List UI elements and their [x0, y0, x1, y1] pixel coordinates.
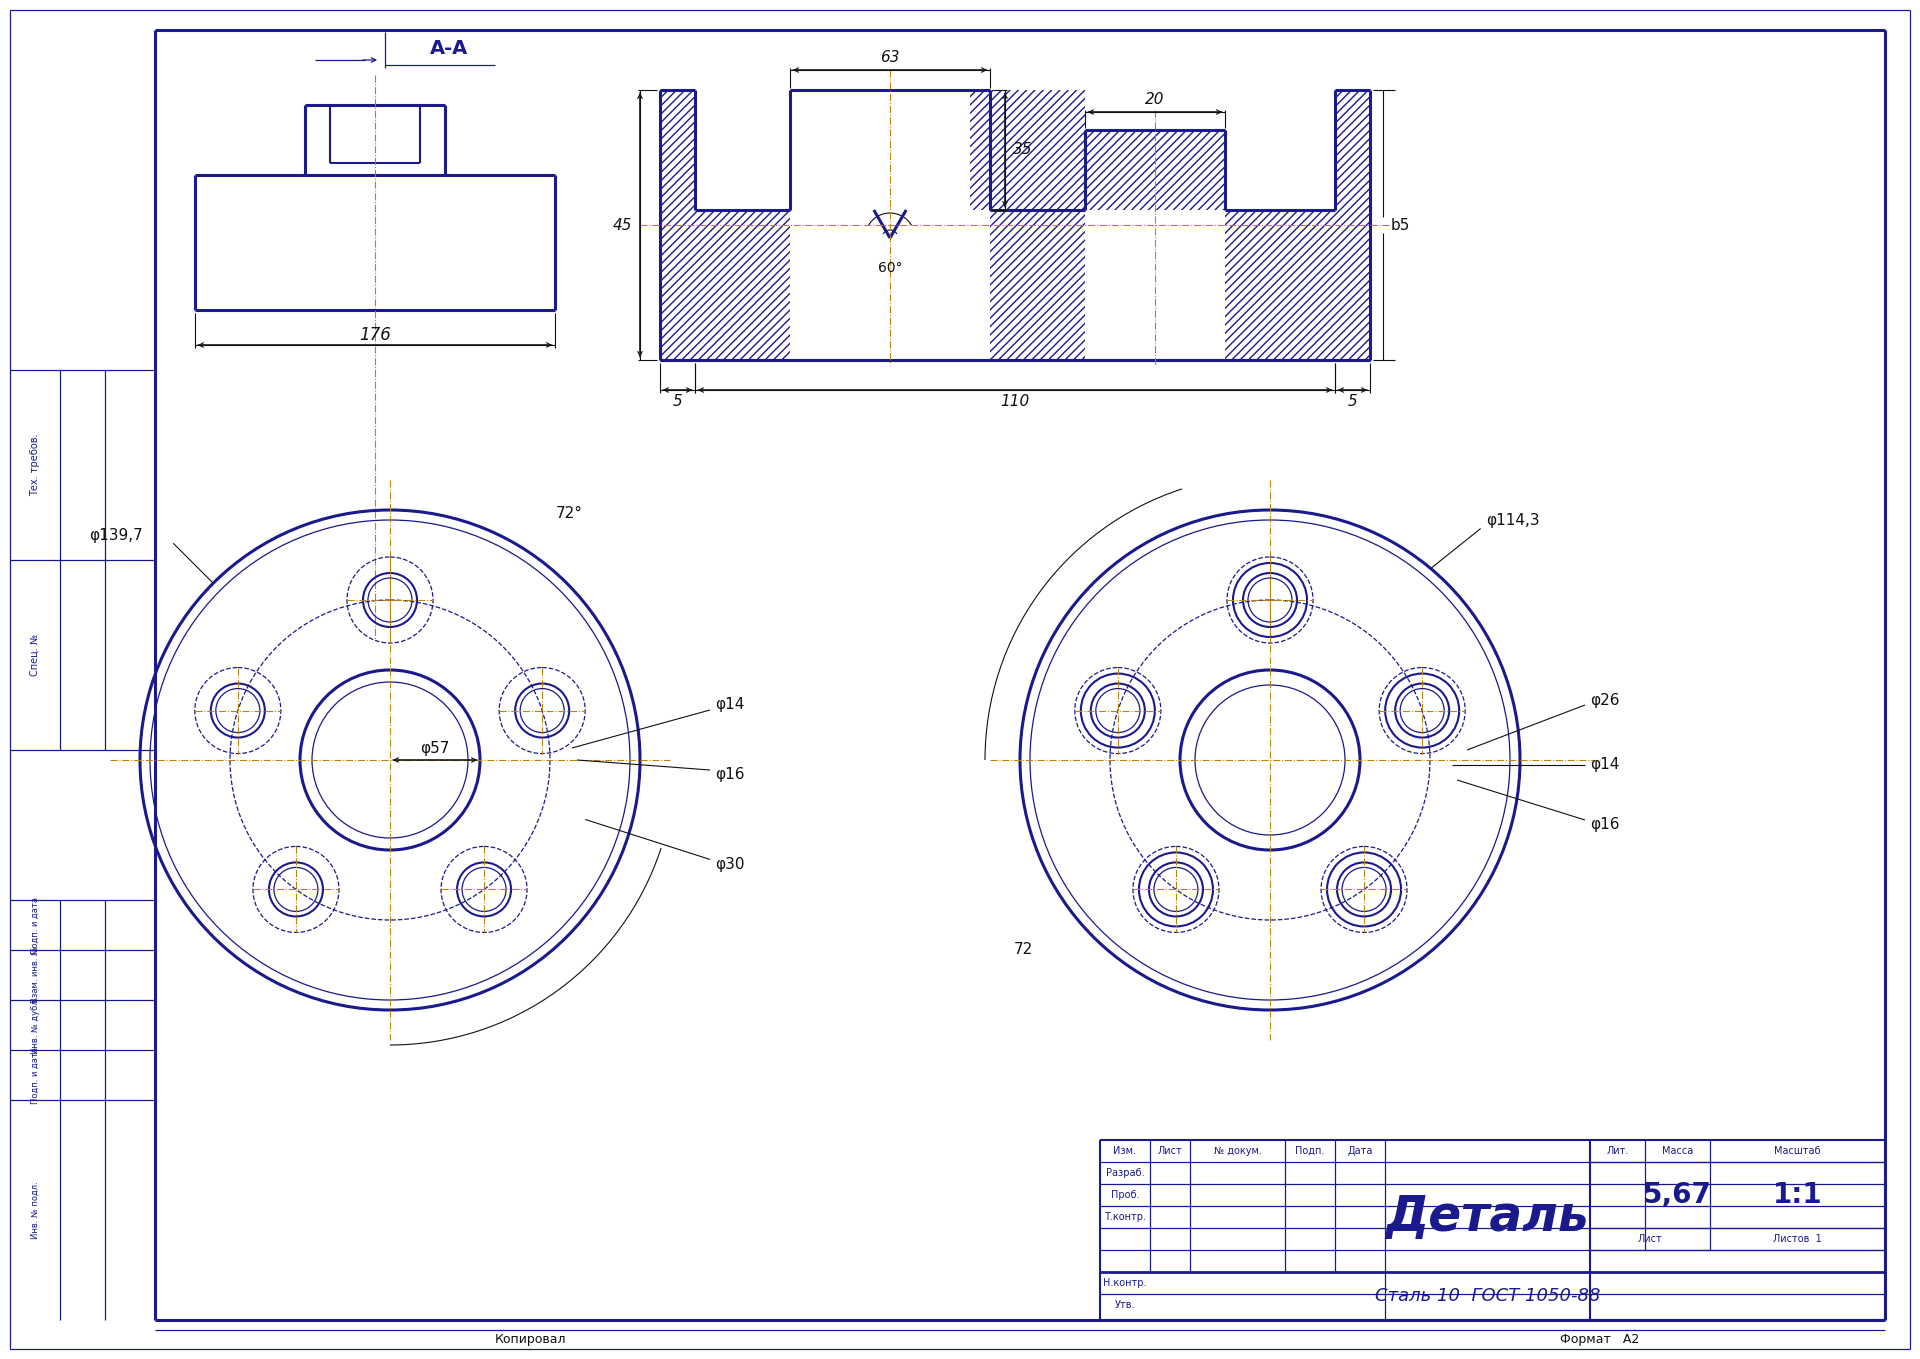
Text: 110: 110	[1000, 394, 1029, 409]
Text: Деталь: Деталь	[1386, 1193, 1590, 1241]
Text: Подп. и дата: Подп. и дата	[31, 1046, 40, 1104]
Text: Лит.: Лит.	[1607, 1146, 1628, 1157]
Bar	[970, 90, 991, 211]
Text: А-А: А-А	[430, 38, 468, 57]
Text: 20: 20	[1144, 92, 1165, 107]
Text: b5: b5	[1390, 217, 1409, 232]
Text: 35: 35	[1014, 143, 1033, 158]
Text: Инв. № дубл.: Инв. № дубл.	[31, 996, 40, 1053]
Text: Утв.: Утв.	[1116, 1301, 1135, 1310]
Text: Подп.: Подп.	[1296, 1146, 1325, 1157]
Text: φ57: φ57	[420, 741, 449, 756]
Text: φ16: φ16	[1590, 818, 1619, 833]
Bar	[1334, 90, 1371, 360]
Text: Тех. требов.: Тех. требов.	[31, 434, 40, 496]
Text: 5: 5	[672, 394, 682, 409]
Text: 63: 63	[879, 50, 900, 65]
Text: Изм.: Изм.	[1114, 1146, 1137, 1157]
Text: φ30: φ30	[714, 858, 745, 872]
Text: Спец. №: Спец. №	[31, 633, 40, 675]
Text: Проб.: Проб.	[1110, 1190, 1139, 1200]
Text: Лист: Лист	[1638, 1234, 1663, 1243]
Text: Лист: Лист	[1158, 1146, 1183, 1157]
Text: Листов  1: Листов 1	[1774, 1234, 1822, 1243]
Text: 176: 176	[359, 326, 392, 344]
Text: № докум.: № докум.	[1213, 1146, 1261, 1157]
Text: Разраб.: Разраб.	[1106, 1167, 1144, 1178]
Text: 60°: 60°	[877, 261, 902, 275]
Bar	[695, 211, 789, 360]
Text: Н.контр.: Н.контр.	[1104, 1277, 1146, 1288]
Text: φ16: φ16	[714, 768, 745, 783]
Bar	[991, 90, 1085, 211]
Text: Сталь 10  ГОСТ 1050-88: Сталь 10 ГОСТ 1050-88	[1375, 1287, 1599, 1305]
Bar	[1085, 130, 1225, 211]
Text: Дата: Дата	[1348, 1146, 1373, 1157]
Text: Взам. инв. №: Взам. инв. №	[31, 947, 40, 1003]
Bar	[660, 90, 695, 360]
Text: Масштаб: Масштаб	[1774, 1146, 1820, 1157]
Text: 1:1: 1:1	[1772, 1181, 1822, 1210]
Text: φ114,3: φ114,3	[1486, 512, 1540, 529]
Text: φ139,7: φ139,7	[90, 527, 144, 542]
Text: Инв. № подл.: Инв. № подл.	[31, 1181, 40, 1239]
Bar	[991, 211, 1085, 360]
Bar	[1225, 211, 1334, 360]
Text: 72°: 72°	[555, 506, 584, 520]
Text: 72: 72	[1014, 942, 1033, 957]
Text: 5: 5	[1348, 394, 1357, 409]
Text: Масса: Масса	[1663, 1146, 1693, 1157]
Text: Копировал: Копировал	[493, 1333, 566, 1347]
Text: φ14: φ14	[714, 697, 745, 712]
Text: Т.контр.: Т.контр.	[1104, 1212, 1146, 1222]
Text: φ14: φ14	[1590, 757, 1619, 772]
Text: 45: 45	[612, 217, 632, 232]
Text: φ26: φ26	[1590, 693, 1619, 708]
Text: Подп. и дата: Подп. и дата	[31, 897, 40, 954]
Text: Формат   А2: Формат А2	[1561, 1333, 1640, 1347]
Text: 5,67: 5,67	[1644, 1181, 1713, 1210]
